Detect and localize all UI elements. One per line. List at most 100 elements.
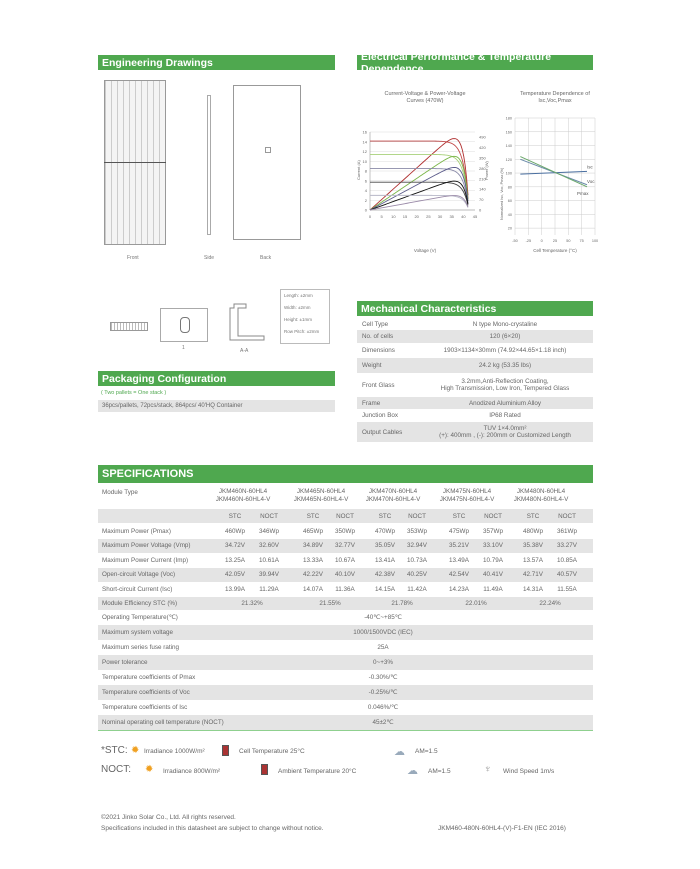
- iv-right-tick: 210: [479, 176, 486, 181]
- model-name: JKM475N-60HL4 JKM475N-60HL4-V: [434, 488, 500, 504]
- iv-title-line2: Curves (470W): [406, 98, 444, 104]
- spec-label: Temperature coefficients of Voc: [102, 688, 190, 696]
- spec-value: 14.15A: [375, 585, 395, 593]
- temp-y-tick: 100: [506, 172, 512, 176]
- spec-value: 14.31A: [523, 585, 543, 593]
- spec-value: 13.33A: [303, 556, 323, 564]
- spec-value: 480Wp: [523, 527, 543, 535]
- spec-label: Open-circuit Voltage (Voc): [102, 571, 176, 579]
- mechanical-row: Weight 24.2 kg (53.35 lbs): [357, 358, 593, 373]
- iv-power-curve: [369, 138, 469, 211]
- temp-y-tick: 40: [508, 213, 512, 217]
- mechanical-table: Cell Type N type Mono-crystaline No. of ce…: [357, 318, 593, 443]
- temp-series-label: Pmax: [577, 191, 589, 196]
- noct-conditions: NOCT: ✹ Irradiance 800W/m² Ambient Tempe…: [101, 764, 581, 778]
- mechanical-label: No. of cells: [362, 333, 394, 340]
- condition-header-row: STC NOCT STC NOCT STC NOCT STC NOCT STC NOCT: [98, 509, 593, 523]
- mechanical-value-line1: IP68 Rated: [489, 412, 521, 419]
- module-type-label: Module Type: [102, 489, 138, 496]
- spec-label: Maximum Power Voltage (Vmp): [102, 542, 191, 550]
- spec-value: 42.71V: [523, 571, 543, 579]
- spec-value: 475Wp: [449, 527, 469, 535]
- noct-column-header: NOCT: [408, 512, 426, 520]
- spec-value: 10.79A: [483, 556, 503, 564]
- spec-value: 13.99A: [225, 585, 245, 593]
- mechanical-value-line1: 1903×1134×30mm (74.92×44.65×1.18 inch): [443, 347, 567, 354]
- temp-y-tick: 80: [508, 185, 512, 189]
- packaging-header: Packaging Configuration: [98, 371, 335, 386]
- spec-value: 1000/1500VDC (IEC): [353, 628, 413, 636]
- iv-power-curve: [369, 155, 469, 211]
- tolerance-box: Length: ±2mm Width: ±2mm Height: ±1mm Ro…: [280, 289, 330, 344]
- stc-irradiance: Irradiance 1000W/m²: [144, 748, 205, 755]
- iv-chart: 0 2 4 6 8 10 12 14 16 0 70 140 210 280 350 420 490 0 5 10 15…: [356, 130, 489, 254]
- mechanical-row: Dimensions 1903×1134×30mm (74.92×44.65×1.…: [357, 343, 593, 358]
- spec-row: Open-circuit Voltage (Voc) 42.05V 39.94V 42…: [98, 567, 593, 582]
- iv-current-curve: [370, 140, 469, 199]
- spec-value: 42.38V: [375, 571, 395, 579]
- spec-label: Temperature coefficients of Pmax: [102, 673, 196, 681]
- spec-label: Temperature coefficients of Isc: [102, 703, 188, 711]
- spec-label: Power tolerance: [102, 658, 148, 666]
- model-name-line1: JKM480N-60HL4: [516, 488, 566, 495]
- spec-value: 361Wp: [557, 527, 577, 535]
- mechanical-row: Front Glass 3.2mm,Anti-Reflection Coating…: [357, 375, 593, 395]
- spec-common-row: Operating Temperature(℃) -40℃~+85℃: [98, 610, 593, 625]
- spec-value: 10.73A: [407, 556, 427, 564]
- mechanical-value: N type Mono-crystaline: [417, 321, 593, 328]
- mechanical-value-line1: 120 (6×20): [489, 333, 521, 340]
- mechanical-value: 3.2mm,Anti-Reflection Coating, High Trans…: [417, 378, 593, 392]
- mechanical-row: Junction Box IP68 Rated: [357, 409, 593, 422]
- iv-ylabel-left: Current (A): [356, 160, 361, 180]
- temp-x-tick: 25: [553, 239, 557, 243]
- stc-label: *STC:: [101, 745, 128, 756]
- spec-value: 13.25A: [225, 556, 245, 564]
- temp-title-line2: Isc,Voc,Pmax: [538, 98, 572, 104]
- efficiency-value: 21.32%: [241, 599, 263, 607]
- tolerance-width: Width: ±2mm: [284, 305, 311, 310]
- iv-left-tick: 4: [365, 188, 368, 193]
- mechanical-label: Front Glass: [362, 381, 395, 389]
- spec-value: 10.85A: [557, 556, 577, 564]
- model-name-line1: JKM470N-60HL4: [368, 488, 418, 495]
- spec-row: Maximum Power Voltage (Vmp) 34.72V 32.60V 3…: [98, 538, 593, 553]
- iv-x-tick: 25: [426, 214, 431, 219]
- spec-value: 34.72V: [225, 542, 245, 550]
- mechanical-label: Dimensions: [362, 347, 395, 354]
- sun-icon: ✹: [131, 745, 140, 756]
- spec-value: 40.25V: [407, 571, 427, 579]
- iv-right-tick: 0: [479, 208, 482, 213]
- iv-right-tick: 350: [479, 156, 486, 161]
- iv-left-tick: 16: [363, 130, 368, 135]
- iv-right-tick: 140: [479, 187, 486, 192]
- spec-common-row: Maximum system voltage 1000/1500VDC (IEC): [98, 624, 593, 640]
- temp-y-tick: 160: [506, 130, 512, 134]
- spec-label: Maximum Power Current (Imp): [102, 556, 189, 564]
- spec-value: 40.10V: [335, 571, 355, 579]
- spec-common-row: Maximum series fuse rating 25A: [98, 640, 593, 655]
- front-label: Front: [127, 255, 139, 261]
- mechanical-label: Cell Type: [362, 320, 389, 328]
- spec-label: Maximum series fuse rating: [102, 643, 179, 651]
- spec-row: Maximum Power Current (Imp) 13.25A 10.61A 1…: [98, 553, 593, 568]
- spec-common-row: Nominal operating cell temperature (NOCT…: [98, 714, 593, 730]
- back-view-junction-box: [265, 147, 271, 153]
- temp-x-tick: -25: [526, 239, 532, 243]
- iv-current-curve: [370, 168, 469, 204]
- noct-column-header: NOCT: [336, 512, 354, 520]
- document-code: JKM460-480N-60HL4-(V)-F1-EN (IEC 2016): [438, 825, 566, 832]
- thermometer-panel-icon: [222, 745, 229, 756]
- spec-value: 45±2℃: [372, 718, 394, 726]
- spec-common-row: Power tolerance 0~+3%: [98, 654, 593, 670]
- spec-common-row: Temperature coefficients of Pmax -0.30%/℃: [98, 670, 593, 685]
- iv-left-tick: 2: [365, 198, 368, 203]
- spec-value: 11.29A: [259, 585, 279, 593]
- spec-label: Nominal operating cell temperature (NOCT…: [102, 718, 224, 726]
- spec-row: Short-circuit Current (Isc) 13.99A 11.29A 1…: [98, 582, 593, 597]
- model-name: JKM470N-60HL4 JKM470N-60HL4-V: [360, 488, 426, 504]
- mechanical-label: Output Cables: [362, 428, 403, 436]
- temp-series-line-isc: [520, 170, 588, 175]
- electrical-header: Electrical Performance & Temperature Dep…: [357, 51, 593, 75]
- noct-column-header: NOCT: [260, 512, 278, 520]
- stc-column-header: STC: [452, 512, 466, 520]
